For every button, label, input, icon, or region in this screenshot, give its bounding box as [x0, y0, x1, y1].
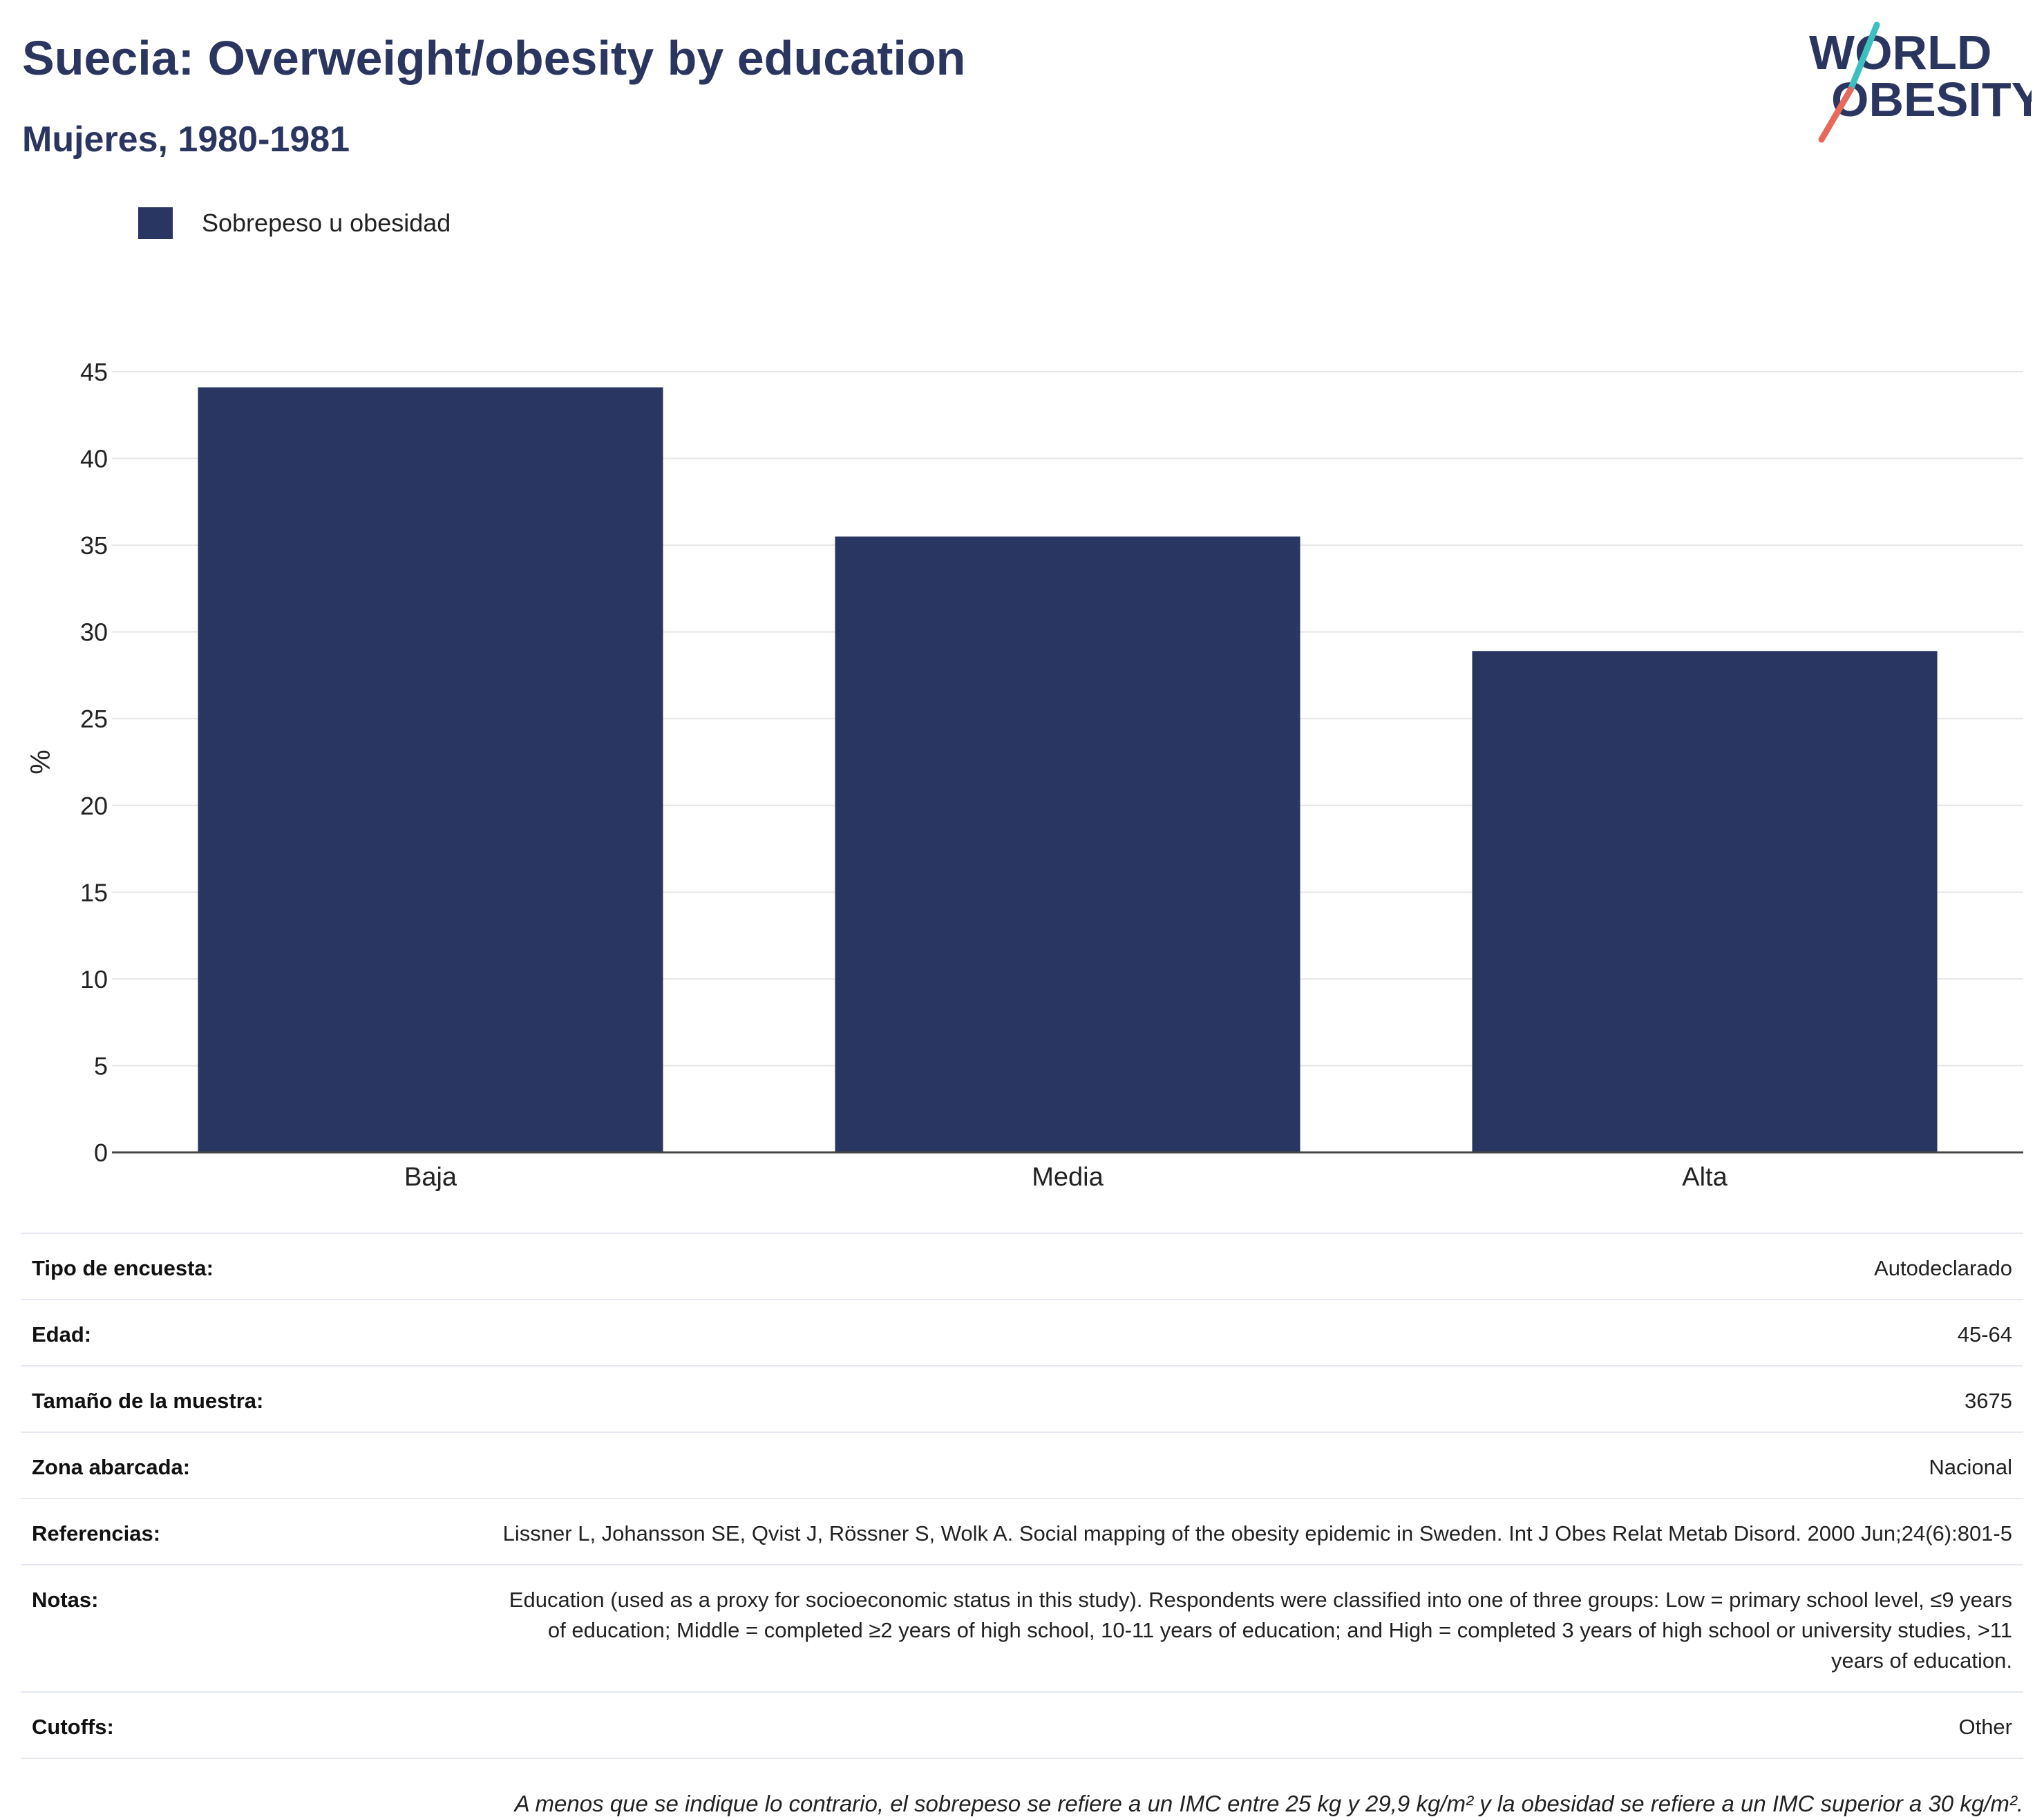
legend-label[interactable]: Sobrepeso u obesidad — [202, 209, 451, 237]
info-value: Other — [1958, 1715, 2012, 1739]
bar[interactable] — [835, 536, 1300, 1152]
info-row: Tipo de encuesta: Autodeclarado — [21, 1234, 2023, 1300]
info-table: Tipo de encuesta: Autodeclarado Edad: 45-64… — [21, 1233, 2023, 1759]
y-tick-label: 10 — [80, 965, 108, 993]
legend: Sobrepeso u obesidad — [138, 206, 451, 240]
y-tick-label: 25 — [80, 705, 108, 733]
chart-title: Suecia: Overweight/obesity by education — [22, 31, 966, 85]
y-tick-label: 35 — [80, 531, 108, 560]
info-value: Lissner L, Johansson SE, Qvist J, Rössne… — [502, 1521, 2012, 1545]
info-value: Nacional — [1929, 1455, 2012, 1479]
logo-slash-coral — [1818, 86, 1854, 143]
chart-subtitle: Mujeres, 1980-1981 — [22, 120, 350, 160]
y-tick-label: 15 — [80, 878, 108, 906]
info-value: 3675 — [1965, 1389, 2012, 1413]
info-row: Referencias: Lissner L, Johansson SE, Qvi… — [21, 1499, 2023, 1566]
info-label: Tipo de encuesta: — [32, 1256, 214, 1280]
bar[interactable] — [198, 387, 663, 1152]
info-label: Edad: — [32, 1322, 92, 1347]
info-value: 45-64 — [1957, 1322, 2012, 1347]
info-label: Notas: — [32, 1588, 99, 1612]
info-value: Autodeclarado — [1874, 1256, 2012, 1280]
footnote: A menos que se indique lo contrario, el … — [514, 1791, 2023, 1816]
y-tick-label: 20 — [80, 792, 108, 820]
info-label: Cutoffs: — [32, 1715, 114, 1739]
info-label: Tamaño de la muestra: — [32, 1389, 264, 1413]
info-label: Referencias: — [32, 1521, 161, 1545]
info-value: Education (used as a proxy for socioecon… — [509, 1588, 2012, 1673]
info-label: Zona abarcada: — [32, 1455, 191, 1479]
x-tick-label: Baja — [404, 1163, 457, 1192]
logo-slash-teal — [1847, 21, 1880, 93]
info-row: Tamaño de la muestra: 3675 — [21, 1367, 2023, 1433]
y-axis-title: % — [26, 750, 56, 774]
x-tick-label: Media — [1032, 1163, 1104, 1192]
legend-swatch[interactable] — [138, 207, 173, 239]
info-row: Zona abarcada: Nacional — [21, 1433, 2023, 1499]
logo-text-obesity: OBESITY — [1831, 73, 2032, 126]
y-tick-label: 5 — [94, 1052, 108, 1080]
x-tick-label: Alta — [1682, 1163, 1728, 1192]
world-obesity-logo: WORLD OBESITY — [1809, 21, 2032, 143]
bar-chart: 0 5 10 15 20 25 30 35 40 45% Baja Media Alta — [26, 358, 2023, 1192]
y-tick-label: 45 — [80, 358, 108, 386]
y-tick-label: 0 — [94, 1139, 108, 1167]
info-row: Cutoffs: Other — [21, 1693, 2023, 1759]
info-row: Edad: 45-64 — [21, 1300, 2023, 1367]
y-tick-label: 40 — [80, 445, 108, 473]
bar[interactable] — [1472, 651, 1938, 1152]
info-row: Notas: Education (used as a proxy for soc… — [21, 1566, 2023, 1693]
logo-text-world: WORLD — [1809, 26, 1991, 79]
y-tick-label: 30 — [80, 618, 108, 647]
